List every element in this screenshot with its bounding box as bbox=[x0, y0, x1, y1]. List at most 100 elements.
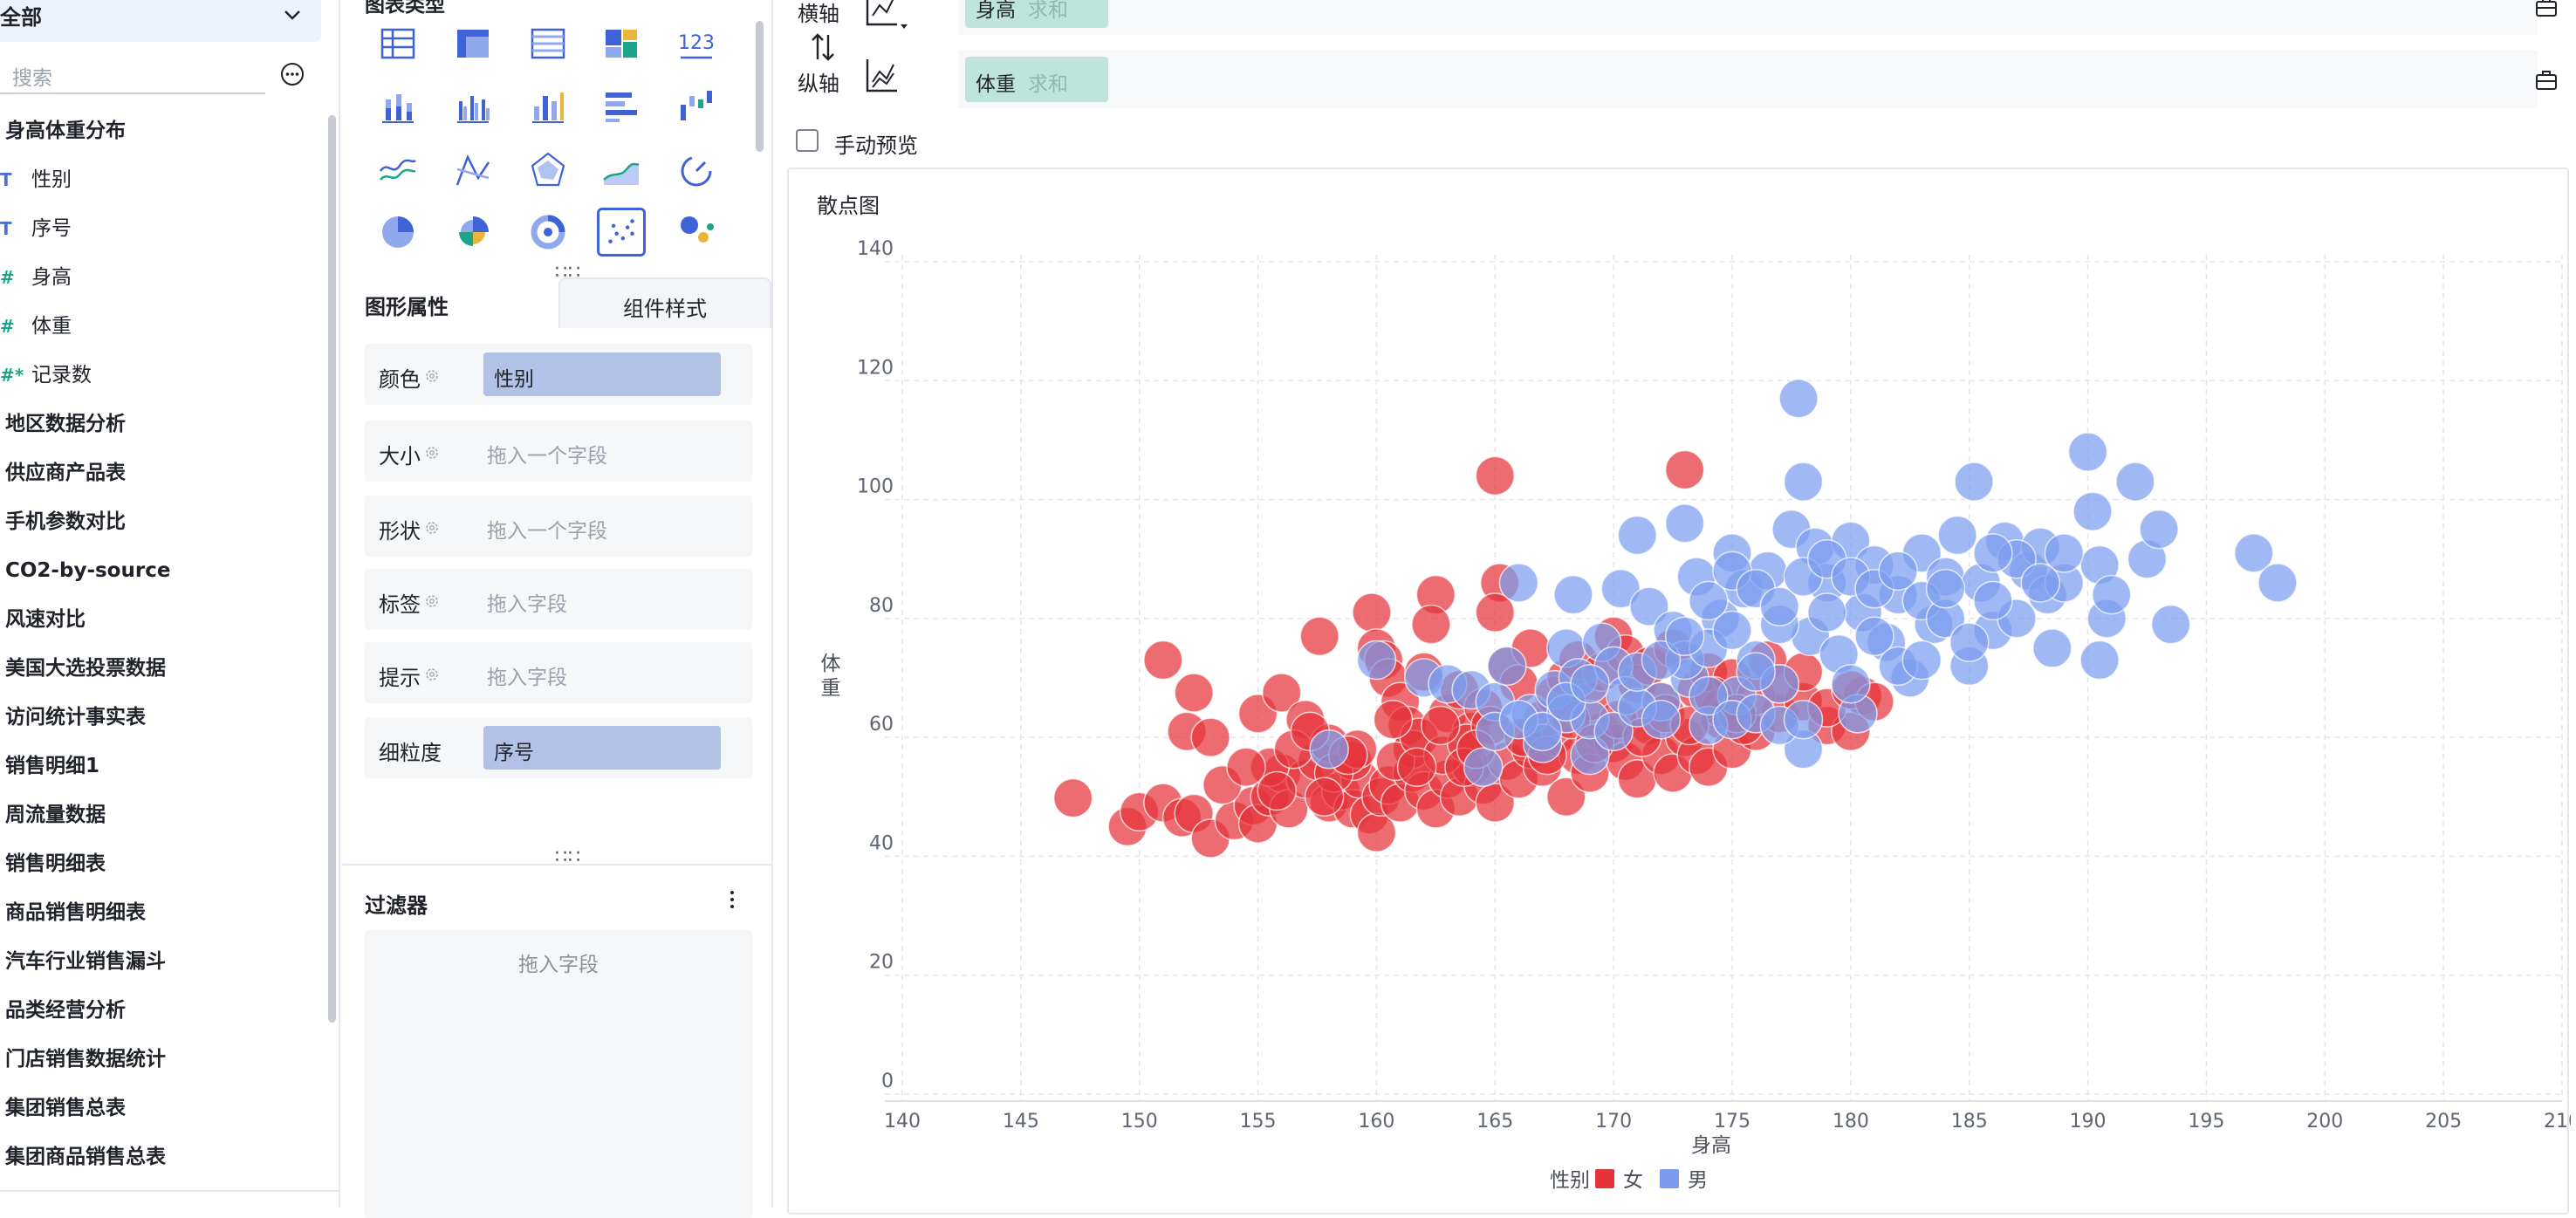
dataset-item[interactable]: 汽车行业销售漏斗 bbox=[5, 950, 166, 973]
waterfall-icon[interactable] bbox=[672, 82, 721, 131]
field-item[interactable]: T 性别 bbox=[0, 162, 72, 197]
point-male bbox=[1463, 747, 1504, 787]
gear-icon[interactable] bbox=[424, 445, 440, 461]
y-tick-label: 60 bbox=[869, 714, 894, 736]
field-item[interactable]: # 体重 bbox=[0, 309, 72, 344]
y-tick-label: 20 bbox=[869, 952, 894, 974]
field-label: 身高 bbox=[31, 266, 72, 289]
stacked-bar-icon[interactable] bbox=[373, 82, 422, 131]
pivot-table-icon[interactable] bbox=[449, 19, 497, 68]
x-tick-label: 190 bbox=[2070, 1111, 2107, 1132]
bubble-chart-icon[interactable] bbox=[672, 208, 721, 257]
y-axis-drop-zone[interactable] bbox=[958, 51, 2538, 108]
dataset-item[interactable]: 销售明细表 bbox=[5, 852, 106, 875]
point-male bbox=[1641, 699, 1682, 740]
dual-line-icon[interactable] bbox=[449, 145, 497, 194]
more-options-icon[interactable] bbox=[279, 61, 305, 87]
point-female bbox=[1475, 592, 1516, 633]
dataset-item[interactable]: 风速对比 bbox=[5, 608, 86, 631]
property-drop-placeholder[interactable]: 拖入字段 bbox=[487, 667, 567, 689]
dataset-item[interactable]: 身高体重分布 bbox=[5, 120, 126, 142]
point-female bbox=[1052, 777, 1093, 818]
dataset-item[interactable]: CO2-by-source bbox=[5, 559, 171, 582]
point-male bbox=[2032, 628, 2072, 668]
search-input[interactable]: 搜索 bbox=[0, 54, 265, 94]
kpi-number-icon[interactable]: 123 bbox=[672, 19, 721, 68]
gear-icon[interactable] bbox=[424, 593, 440, 609]
panel-resize-handle[interactable]: ⋮⋮ bbox=[335, 593, 339, 615]
gear-icon[interactable] bbox=[424, 520, 440, 536]
point-male bbox=[1629, 586, 1669, 626]
dataset-item[interactable]: 商品销售明细表 bbox=[5, 901, 146, 924]
property-label: 形状 bbox=[379, 519, 421, 544]
property-field: 序号 bbox=[494, 742, 534, 764]
dataset-item[interactable]: 销售明细1 bbox=[5, 755, 100, 777]
dataset-item[interactable]: 集团销售总表 bbox=[5, 1097, 126, 1119]
dataset-item[interactable]: 品类经营分析 bbox=[5, 999, 126, 1022]
line-chart-icon[interactable] bbox=[373, 145, 422, 194]
dataset-item[interactable]: 门店销售数据统计 bbox=[5, 1048, 166, 1071]
tab-graphic-properties[interactable]: 图形属性 bbox=[342, 277, 557, 328]
pie-chart-icon[interactable] bbox=[373, 208, 422, 257]
bar-chart-icon[interactable] bbox=[524, 82, 572, 131]
gear-icon[interactable] bbox=[424, 368, 440, 384]
x-axis-field-pill[interactable]: 身高 求和 bbox=[965, 0, 1108, 28]
legend-label: 女 bbox=[1623, 1169, 1643, 1192]
cross-table-icon[interactable] bbox=[524, 19, 572, 68]
dataset-select[interactable]: 全部 bbox=[0, 0, 321, 42]
rose-chart-icon[interactable] bbox=[449, 208, 497, 257]
point-female bbox=[1546, 777, 1586, 818]
x-axis-label: 横轴 bbox=[798, 2, 839, 26]
y-axis-aggregation: 求和 bbox=[1028, 73, 1068, 96]
toolbox-icon[interactable] bbox=[2534, 68, 2559, 92]
legend-label: 男 bbox=[1688, 1169, 1708, 1192]
property-field-pill[interactable]: 序号 bbox=[483, 726, 721, 770]
property-drop-placeholder[interactable]: 拖入一个字段 bbox=[487, 520, 607, 543]
dataset-item[interactable]: 访问统计事实表 bbox=[5, 706, 146, 729]
tab-component-style[interactable]: 组件样式 bbox=[558, 277, 771, 328]
y-axis-settings-icon[interactable] bbox=[862, 56, 911, 98]
swap-axes-icon[interactable] bbox=[810, 31, 836, 63]
x-axis-settings-icon[interactable] bbox=[862, 0, 911, 31]
property-drop-placeholder[interactable]: 拖入一个字段 bbox=[487, 445, 607, 468]
dataset-item[interactable]: 集团商品销售总表 bbox=[5, 1146, 166, 1168]
area-chart-icon[interactable] bbox=[597, 145, 646, 194]
field-item[interactable]: T 序号 bbox=[0, 211, 72, 246]
treemap-table-icon[interactable] bbox=[597, 19, 646, 68]
y-axis-field-pill[interactable]: 体重 求和 bbox=[965, 57, 1108, 102]
x-tick-label: 145 bbox=[1003, 1111, 1039, 1132]
tab-style-label: 组件样式 bbox=[623, 297, 707, 321]
property-drop-placeholder[interactable]: 拖入字段 bbox=[487, 593, 567, 616]
dataset-item[interactable]: 供应商产品表 bbox=[5, 462, 126, 484]
table-icon[interactable] bbox=[373, 19, 422, 68]
chart-types-scrollbar[interactable] bbox=[756, 21, 764, 152]
gauge-icon[interactable] bbox=[672, 145, 721, 194]
point-male bbox=[1498, 563, 1539, 603]
left-scrollbar[interactable] bbox=[328, 115, 336, 1023]
property-field-pill[interactable]: 性别 bbox=[483, 352, 721, 396]
point-female bbox=[1411, 604, 1451, 645]
donut-chart-icon[interactable] bbox=[524, 208, 572, 257]
point-male bbox=[1736, 652, 1776, 692]
point-male bbox=[1778, 378, 1819, 419]
grouped-bar-icon[interactable] bbox=[449, 82, 497, 131]
field-item[interactable]: # 身高 bbox=[0, 260, 72, 295]
scatter-chart-icon[interactable] bbox=[597, 208, 646, 257]
toolbox-icon[interactable] bbox=[2534, 0, 2559, 19]
gear-icon[interactable] bbox=[424, 667, 440, 682]
dataset-item[interactable]: 美国大选投票数据 bbox=[5, 657, 166, 680]
dataset-item[interactable]: 周流量数据 bbox=[5, 804, 106, 826]
dataset-item[interactable]: 手机参数对比 bbox=[5, 510, 126, 533]
point-male bbox=[2139, 509, 2179, 550]
horizontal-bar-icon[interactable] bbox=[597, 82, 646, 131]
filter-drop-zone[interactable]: 拖入字段 bbox=[365, 930, 752, 1218]
search-placeholder: 搜索 bbox=[12, 67, 52, 90]
x-axis-drop-zone[interactable] bbox=[958, 0, 2538, 35]
point-male bbox=[1954, 462, 1994, 502]
kebab-menu-icon[interactable] bbox=[728, 888, 736, 911]
chevron-down-icon bbox=[284, 10, 300, 20]
dataset-item[interactable]: 地区数据分析 bbox=[5, 413, 126, 435]
radar-icon[interactable] bbox=[524, 145, 572, 194]
manual-preview-checkbox[interactable] bbox=[796, 129, 819, 152]
field-item[interactable]: #* 记录数 bbox=[0, 358, 92, 393]
